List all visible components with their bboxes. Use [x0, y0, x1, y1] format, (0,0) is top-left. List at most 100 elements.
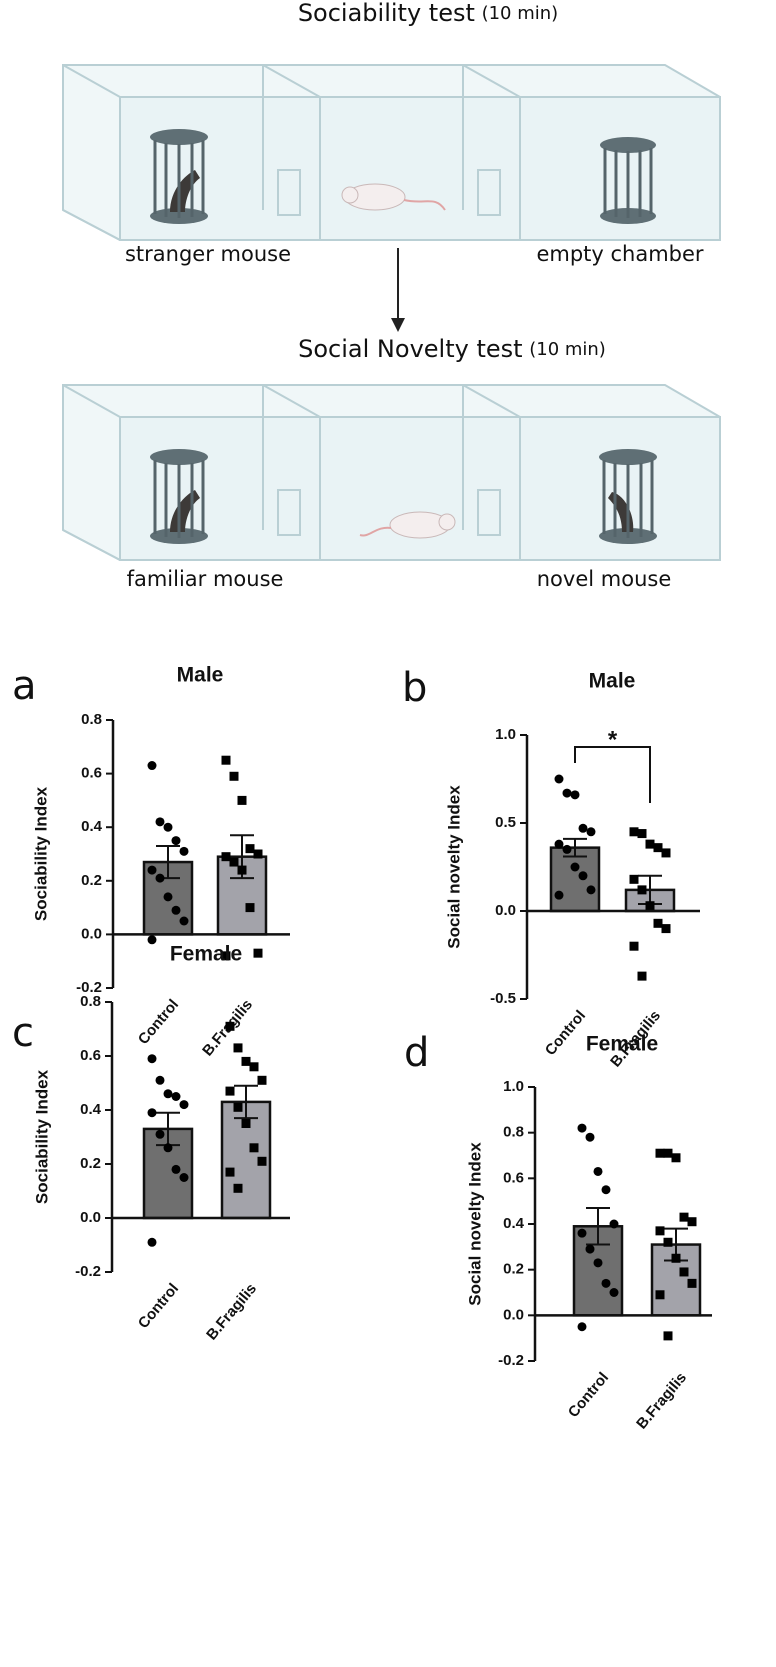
- x-tick-label: B.Fragilis: [203, 1280, 260, 1343]
- data-point: [221, 852, 231, 862]
- data-point: [179, 916, 189, 926]
- y-tick-label: 1.0: [495, 726, 516, 743]
- x-tick-label: Control: [542, 1007, 589, 1059]
- apparatus: [62, 64, 721, 241]
- data-point: [637, 885, 647, 895]
- y-tick-label: 0.6: [503, 1169, 524, 1186]
- y-tick-label: 0.2: [80, 1155, 101, 1172]
- data-point: [661, 924, 671, 934]
- test-title: Social Novelty test (10 min): [298, 335, 606, 363]
- chamber-label: empty chamber: [536, 242, 703, 266]
- y-tick-label: -0.2: [76, 979, 102, 996]
- data-point: [225, 1086, 235, 1096]
- data-point: [155, 1075, 165, 1085]
- y-tick-label: 0.4: [503, 1215, 525, 1232]
- data-point: [671, 1153, 681, 1163]
- data-point: [171, 905, 181, 915]
- data-point: [225, 1021, 235, 1031]
- data-point: [577, 1228, 587, 1238]
- panel-letter: b: [402, 665, 427, 711]
- data-point: [257, 1156, 267, 1166]
- y-tick-label: 0.0: [81, 925, 102, 942]
- data-point: [237, 795, 247, 805]
- data-point: [586, 885, 596, 895]
- y-tick-label: 0.8: [81, 711, 102, 728]
- data-point: [229, 857, 239, 867]
- data-point: [679, 1267, 689, 1277]
- data-point: [179, 846, 189, 856]
- data-point: [585, 1244, 595, 1254]
- data-point: [645, 901, 655, 911]
- data-point: [578, 823, 588, 833]
- data-point: [253, 948, 263, 958]
- data-point: [655, 1290, 665, 1300]
- data-point: [663, 1237, 673, 1247]
- data-point: [147, 761, 157, 771]
- data-point: [562, 844, 572, 854]
- data-point: [171, 1092, 181, 1101]
- data-point: [257, 1075, 267, 1085]
- data-point: [237, 865, 247, 875]
- data-point: [163, 892, 173, 902]
- data-point: [578, 871, 588, 881]
- y-tick-label: 0.8: [503, 1124, 524, 1141]
- data-point: [163, 1089, 173, 1099]
- data-point: [221, 951, 231, 961]
- panel-letter: c: [12, 1010, 34, 1056]
- y-tick-label: 0.6: [80, 1047, 101, 1064]
- y-tick-label: 0.2: [81, 872, 102, 889]
- y-tick-label: 0.2: [503, 1261, 524, 1278]
- data-point: [562, 788, 572, 798]
- data-point: [241, 1056, 251, 1066]
- data-point: [233, 1043, 243, 1053]
- data-point: [241, 1119, 251, 1128]
- data-point: [155, 1129, 165, 1139]
- data-point: [663, 1148, 673, 1158]
- chamber-label: stranger mouse: [125, 242, 291, 266]
- data-point: [171, 836, 181, 846]
- y-tick-label: -0.2: [498, 1352, 524, 1369]
- y-tick-label: 0.0: [80, 1209, 101, 1226]
- data-point: [663, 1331, 673, 1341]
- data-point: [601, 1185, 611, 1195]
- data-point: [171, 1164, 181, 1174]
- data-point: [245, 844, 255, 854]
- y-axis-label: Social novelty Index: [444, 785, 463, 949]
- data-point: [249, 1143, 259, 1153]
- x-tick-label: B.Fragilis: [633, 1369, 690, 1432]
- data-point: [687, 1217, 697, 1227]
- data-point: [661, 848, 671, 858]
- data-point: [155, 873, 165, 883]
- y-tick-label: 0.4: [81, 818, 103, 835]
- chamber-label: familiar mouse: [127, 567, 284, 591]
- apparatus: [62, 384, 721, 561]
- data-point: [671, 1253, 681, 1263]
- data-point: [147, 935, 157, 945]
- chart-title: Male: [589, 670, 636, 693]
- y-axis-label: Social novelty Index: [465, 1142, 484, 1306]
- y-tick-label: 0.8: [80, 993, 101, 1010]
- data-point: [147, 1237, 157, 1247]
- data-point: [155, 817, 165, 827]
- y-tick-label: 0.0: [503, 1306, 524, 1323]
- data-point: [179, 1100, 189, 1110]
- y-tick-label: -0.5: [490, 990, 516, 1007]
- data-point: [554, 839, 564, 849]
- panel-letter: a: [12, 663, 37, 709]
- data-point: [233, 1102, 243, 1112]
- data-point: [253, 849, 263, 859]
- y-tick-label: 0.6: [81, 765, 102, 782]
- title: Social Novelty test: [298, 335, 522, 363]
- data-point: [233, 1183, 243, 1193]
- y-tick-label: 0.4: [80, 1101, 102, 1118]
- data-point: [653, 843, 663, 853]
- data-point: [655, 1226, 665, 1236]
- y-axis-label: Sociability Index: [31, 786, 50, 921]
- data-point: [629, 941, 639, 951]
- test-title: Sociability test (10 min): [298, 0, 558, 27]
- y-tick-label: -0.2: [75, 1263, 101, 1280]
- data-point: [609, 1219, 619, 1229]
- data-point: [147, 865, 157, 875]
- data-point: [147, 1054, 157, 1064]
